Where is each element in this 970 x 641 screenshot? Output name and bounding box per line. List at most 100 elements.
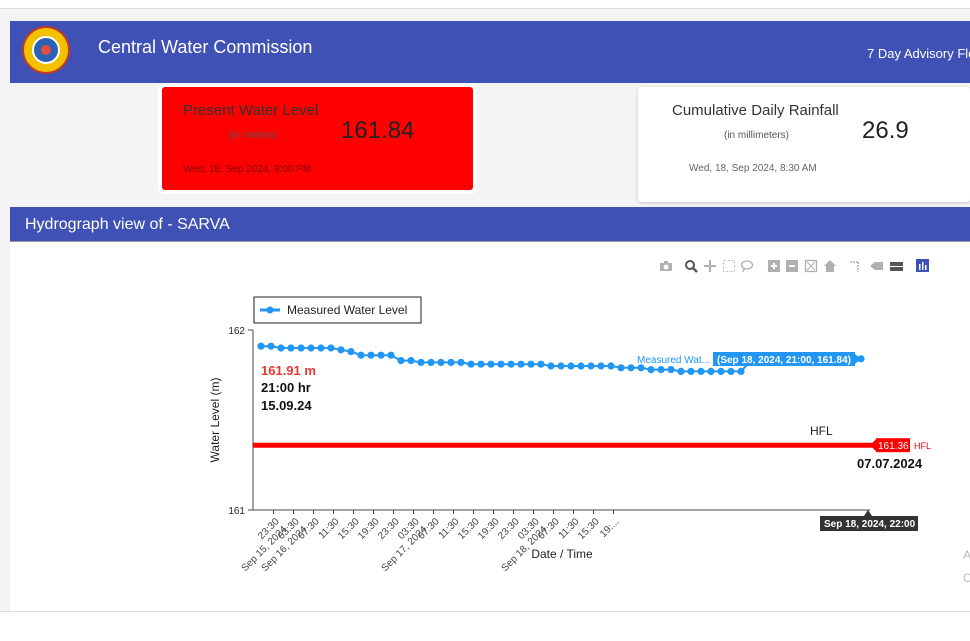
data-point[interactable]	[507, 360, 515, 368]
y-axis-title: Water Level (m)	[208, 378, 222, 463]
data-point[interactable]	[717, 367, 725, 375]
data-point[interactable]	[597, 362, 605, 370]
data-point[interactable]	[317, 344, 325, 352]
data-point[interactable]	[367, 351, 375, 359]
x-tick-time: 11:30	[437, 516, 462, 541]
chart-toolbar	[660, 259, 929, 273]
reset-axes-icon[interactable]	[824, 260, 836, 272]
data-point[interactable]	[327, 344, 335, 352]
spike-lines-icon[interactable]	[850, 261, 859, 272]
data-point[interactable]	[567, 362, 575, 370]
pan-icon[interactable]	[704, 260, 716, 272]
x-tick-label: 23:30	[376, 516, 402, 542]
x-tick-label: 07:30	[536, 516, 562, 542]
data-point[interactable]	[447, 358, 455, 366]
present-water-level-card: Present Water Level (in meters) 161.84 W…	[162, 87, 473, 190]
x-axis-title: Date / Time	[531, 547, 593, 561]
x-tick-label: 07:30	[416, 516, 442, 542]
data-point[interactable]	[707, 367, 715, 375]
data-point[interactable]	[687, 367, 695, 375]
y-tick-label: 162	[228, 326, 245, 337]
data-point[interactable]	[287, 344, 295, 352]
data-point[interactable]	[407, 357, 415, 365]
rainfall-card: Cumulative Daily Rainfall (in millimeter…	[638, 87, 970, 202]
data-point[interactable]	[657, 366, 665, 374]
data-point[interactable]	[737, 367, 745, 375]
data-point[interactable]	[467, 360, 475, 368]
data-point[interactable]	[337, 346, 345, 354]
data-point[interactable]	[627, 364, 635, 372]
data-point[interactable]	[387, 351, 395, 359]
water-level-value: 161.84	[341, 117, 415, 144]
data-point[interactable]	[557, 362, 565, 370]
x-tick-label: 11:30	[317, 516, 342, 541]
max-date-annotation: 15.09.24	[261, 398, 312, 413]
x-tick-time: 23:30	[376, 516, 402, 542]
y-tick-label: 161	[228, 506, 245, 517]
data-point[interactable]	[577, 362, 585, 370]
data-point[interactable]	[347, 348, 355, 356]
data-point[interactable]	[397, 357, 405, 365]
data-point[interactable]	[487, 360, 495, 368]
plotly-logo-icon[interactable]	[916, 259, 929, 272]
card-title: Present Water Level	[183, 102, 319, 119]
data-point[interactable]	[677, 367, 685, 375]
data-point[interactable]	[497, 360, 505, 368]
x-tick-time: 07:30	[416, 516, 442, 542]
hover-closest-icon[interactable]	[870, 262, 883, 270]
x-tick-time: 15:30	[576, 516, 602, 542]
x-tick-label: 19:30	[356, 516, 382, 542]
x-tick-time: 07:30	[536, 516, 562, 542]
data-point[interactable]	[257, 342, 265, 350]
x-tick-label: 19:30	[476, 516, 502, 542]
hover-label: (Sep 18, 2024, 21:00, 161.84)	[713, 352, 861, 366]
data-point[interactable]	[477, 360, 485, 368]
box-select-icon[interactable]	[723, 260, 735, 272]
data-point[interactable]	[637, 364, 645, 372]
x-tick-label: 07:30	[296, 516, 322, 542]
data-point[interactable]	[527, 360, 535, 368]
advisory-link[interactable]: 7 Day Advisory Flo	[867, 46, 970, 61]
browser-top-strip	[0, 0, 970, 9]
data-point[interactable]	[307, 344, 315, 352]
card-unit: (in meters)	[229, 130, 277, 141]
zoom-icon[interactable]	[685, 260, 698, 273]
camera-icon[interactable]	[660, 261, 672, 271]
rainfall-timestamp: Wed, 18, Sep 2024, 8:30 AM	[689, 163, 817, 174]
data-point[interactable]	[727, 367, 735, 375]
data-point[interactable]	[857, 355, 865, 363]
data-point[interactable]	[457, 358, 465, 366]
data-point[interactable]	[277, 344, 285, 352]
data-point[interactable]	[587, 362, 595, 370]
data-point[interactable]	[607, 362, 615, 370]
hover-label-text: (Sep 18, 2024, 21:00, 161.84)	[717, 355, 851, 366]
data-point[interactable]	[417, 358, 425, 366]
page-bottom-strip	[0, 611, 970, 641]
data-point[interactable]	[437, 358, 445, 366]
lasso-select-icon[interactable]	[740, 260, 754, 273]
x-tick-label: 15:30	[336, 516, 362, 542]
data-point[interactable]	[377, 351, 385, 359]
data-point[interactable]	[267, 342, 275, 350]
data-point[interactable]	[297, 344, 305, 352]
data-point[interactable]	[427, 358, 435, 366]
edge-fragment: C	[963, 571, 970, 585]
hfl-value-badge	[876, 438, 910, 453]
hover-compare-icon[interactable]	[890, 262, 903, 271]
data-point[interactable]	[647, 366, 655, 374]
data-point[interactable]	[617, 364, 625, 372]
x-tick-time: 15:30	[456, 516, 482, 542]
hfl-date-annotation: 07.07.2024	[857, 456, 923, 471]
zoom-out-icon[interactable]	[786, 260, 798, 272]
data-point[interactable]	[517, 360, 525, 368]
data-point[interactable]	[697, 367, 705, 375]
zoom-in-icon[interactable]	[768, 260, 780, 272]
data-point[interactable]	[357, 351, 365, 359]
data-point[interactable]	[667, 366, 675, 374]
autoscale-icon[interactable]	[804, 259, 818, 273]
data-point[interactable]	[547, 362, 555, 370]
x-tick-label: 15:30	[456, 516, 482, 542]
data-point[interactable]	[537, 360, 545, 368]
legend[interactable]: Measured Water Level	[253, 296, 422, 324]
